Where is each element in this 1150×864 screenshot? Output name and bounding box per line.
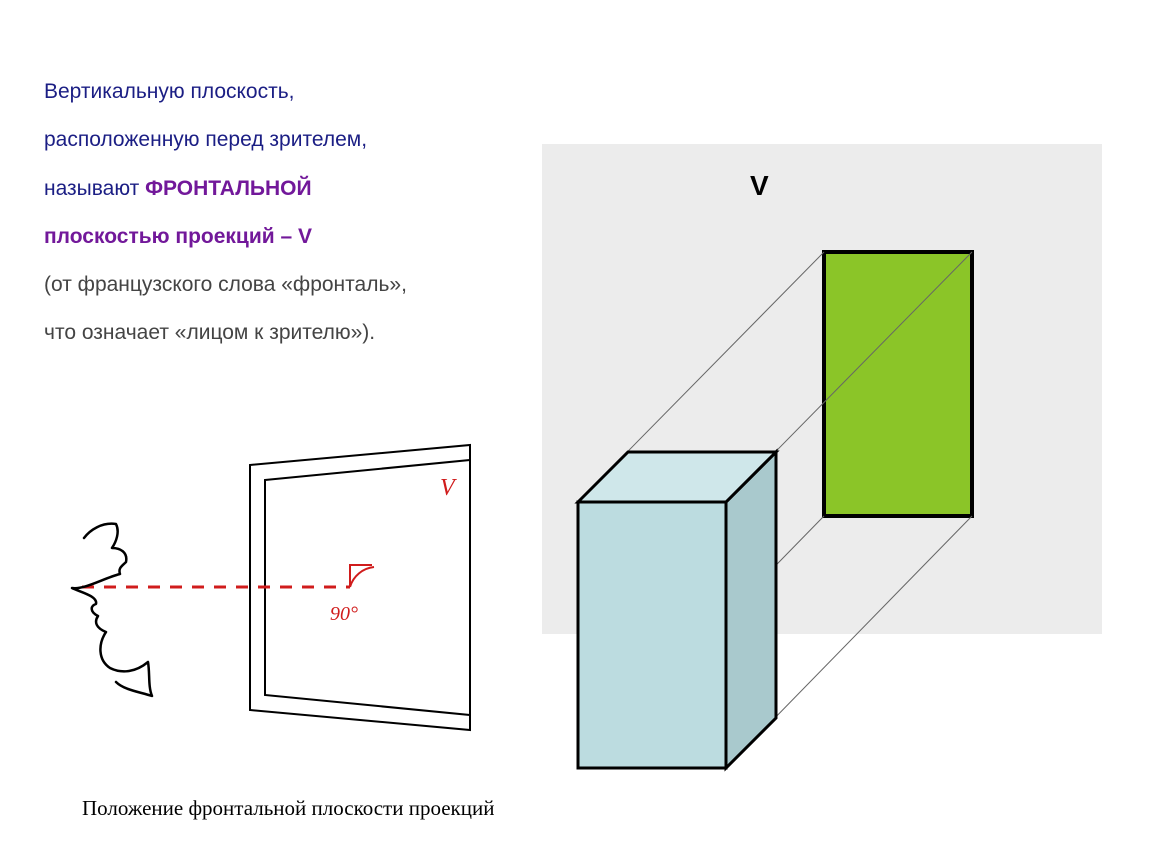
left-diagram-caption: Положение фронтальной плоскости проекций <box>82 796 494 821</box>
angle-90-label: 90° <box>330 603 358 625</box>
text-line-3-prefix: называют <box>44 177 145 200</box>
cuboid-side-face <box>726 452 776 768</box>
cuboid-front-face <box>578 502 726 768</box>
viewer-face-profile-icon <box>72 524 152 696</box>
text-line-6: что означает «лицом к зрителю»). <box>44 321 375 344</box>
text-line-5: (от французского слова «фронталь», <box>44 273 407 296</box>
text-line-3-bold: ФРОНТАЛЬНОЙ <box>145 177 312 200</box>
definition-text: Вертикальную плоскость, расположенную пе… <box>44 68 484 358</box>
slide-canvas: Вертикальную плоскость, расположенную пе… <box>0 0 1150 864</box>
text-line-2: расположенную перед зрителем, <box>44 128 367 151</box>
projection-diagram <box>520 140 1130 820</box>
cuboid <box>578 452 776 768</box>
text-line-4-bold: плоскостью проекций – V <box>44 225 312 248</box>
frontal-projection-rect <box>824 252 972 516</box>
plane-v-italic-label: V <box>440 475 457 501</box>
text-line-1: Вертикальную плоскость, <box>44 80 295 103</box>
viewer-plane-diagram: V 90° <box>40 440 500 780</box>
